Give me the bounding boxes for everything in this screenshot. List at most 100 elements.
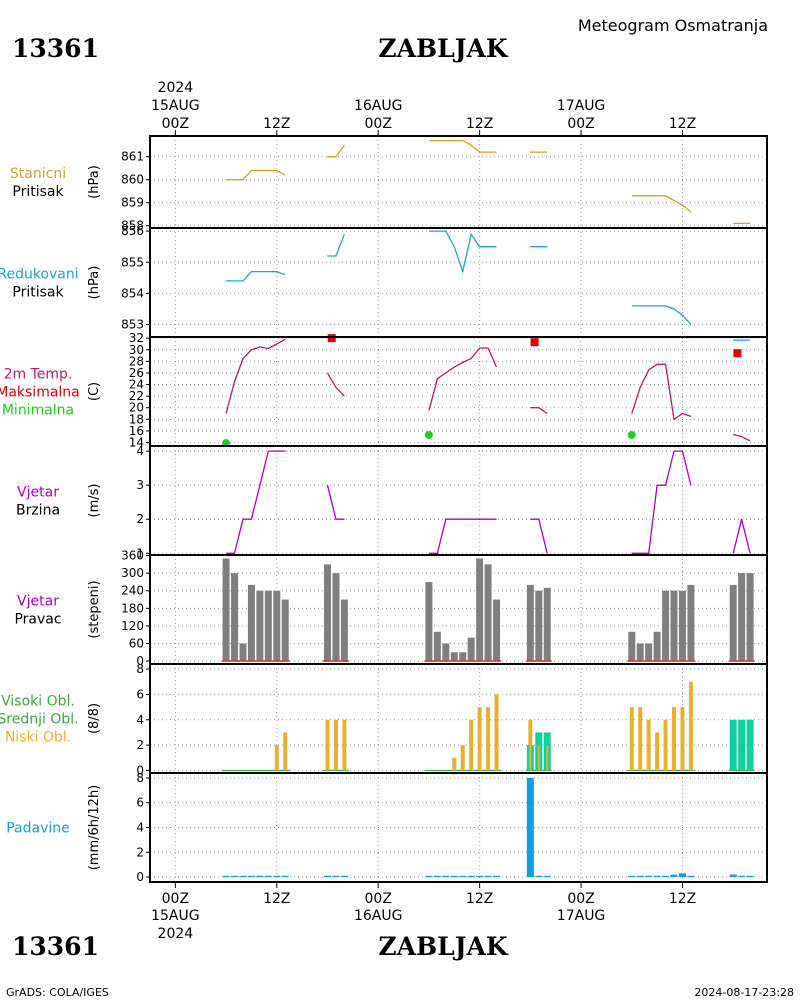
low-cloud-bar xyxy=(469,719,474,771)
precip-bar xyxy=(687,875,695,878)
low-cloud-bar xyxy=(486,707,491,771)
low-cloud-bar xyxy=(638,707,643,771)
series-line-2 xyxy=(428,139,497,153)
wind-direction-bar xyxy=(476,558,484,662)
series-line-0 xyxy=(226,450,286,554)
precip-bar xyxy=(231,875,239,878)
undefined: Pritisak xyxy=(12,285,64,301)
series-line-0 xyxy=(226,169,286,181)
hour-label-bottom: 00Z xyxy=(567,891,594,907)
y-tick-label: 26 xyxy=(129,366,144,380)
wind-direction-bar xyxy=(239,643,247,662)
wind-direction-bar xyxy=(746,573,754,662)
hour-label-bottom: 12Z xyxy=(263,891,290,907)
y-tick-label: 0 xyxy=(136,654,144,668)
y-tick-label: 30 xyxy=(129,343,144,357)
tmin-label: Minimalna xyxy=(2,403,74,419)
precip-bar xyxy=(493,875,501,878)
wind-direction-bar xyxy=(450,652,458,662)
hour-label-bottom: 12Z xyxy=(466,891,493,907)
wind-direction-bar xyxy=(442,643,450,662)
y-tick-label: 32 xyxy=(129,331,144,345)
y-tick-label: 853 xyxy=(121,318,144,332)
precip-label: Padavine xyxy=(6,821,70,837)
wind-direction-bar xyxy=(543,587,551,662)
y-tick-label: 240 xyxy=(121,584,144,598)
y-tick-label: 6 xyxy=(136,796,144,810)
wind-speed-label: Vjetar xyxy=(17,485,59,501)
product-title: Meteogram Osmatranja xyxy=(578,16,768,35)
low-cloud-bar xyxy=(546,745,549,771)
wind-direction-bar xyxy=(256,590,264,662)
station-name-top: ZABLJAK xyxy=(378,34,509,63)
series-line-1 xyxy=(326,485,345,520)
station-pressure-label: Stanicni xyxy=(10,166,66,182)
y-tick-label: 854 xyxy=(121,286,144,300)
precip-bar xyxy=(332,875,340,878)
y-axis-label: (mm/6h/12h) xyxy=(87,785,102,871)
series-line-2 xyxy=(428,347,498,411)
y-tick-label: 4 xyxy=(136,713,144,727)
y-tick-label: 16 xyxy=(129,424,144,438)
y-tick-label: 859 xyxy=(121,196,144,210)
series-line-4 xyxy=(631,305,692,325)
y-tick-label: 18 xyxy=(129,412,144,426)
precip-bar xyxy=(281,875,289,878)
reduced-pressure-label: Redukovani xyxy=(0,267,79,283)
low-cloud-bar xyxy=(342,719,347,771)
y-axis-label: (hPa) xyxy=(87,165,102,199)
y-tick-label: 4 xyxy=(136,444,144,458)
panel-frame xyxy=(149,227,768,338)
y-tick-label: 300 xyxy=(121,566,144,580)
y-axis-label: (stepeni) xyxy=(87,580,102,638)
precip-bar xyxy=(636,875,644,878)
y-tick-label: 0 xyxy=(136,870,144,884)
y-tick-label: 858 xyxy=(121,219,144,233)
panel-precipitation: 0 2 4 6 8 (mm/6h/12h) Padavine xyxy=(6,771,768,884)
undefined: Pravac xyxy=(14,612,61,628)
y-tick-label: 2 xyxy=(136,845,144,859)
hour-label-top: 12Z xyxy=(466,116,493,132)
precip-bar xyxy=(433,875,441,878)
mid-cloud-bar xyxy=(746,719,754,771)
panel-wind_direction: 0 60 120 180 240 300 360 (stepeni) Vjetar Pravac xyxy=(14,549,768,668)
day-label-bottom: 17AUG xyxy=(557,908,606,924)
high-cloud-label: Visoki Obl. xyxy=(1,694,75,710)
y-axis-label: (m/s) xyxy=(87,484,102,518)
mid-cloud-bar xyxy=(738,719,746,771)
y-tick-label: 855 xyxy=(121,255,144,269)
low-cloud-bar xyxy=(274,745,279,771)
precip-bar xyxy=(467,875,475,878)
precip-bar xyxy=(239,875,247,878)
wind-direction-bar xyxy=(459,652,467,662)
y-tick-label: 856 xyxy=(121,224,144,238)
low-cloud-bar xyxy=(672,707,677,771)
wind-direction-bar xyxy=(645,643,653,662)
wind-direction-bar xyxy=(653,631,661,662)
series-line-1 xyxy=(327,144,345,158)
day-label-top: 17AUG xyxy=(557,98,606,114)
footer-left: GrADS: COLA/IGES xyxy=(6,986,109,999)
precip-bar xyxy=(273,875,281,878)
precip-bar xyxy=(256,875,264,878)
y-tick-label: 60 xyxy=(129,636,144,650)
hour-label-top: 00Z xyxy=(162,116,189,132)
series-line-1 xyxy=(326,372,345,397)
precip-bar xyxy=(340,875,348,878)
undefined: Brzina xyxy=(16,503,60,519)
low-cloud-bar xyxy=(655,732,660,771)
tmin-marker xyxy=(424,430,433,439)
y-tick-label: 1 xyxy=(136,546,144,560)
wind-direction-bar xyxy=(332,573,340,662)
hour-label-bottom: 12Z xyxy=(669,891,696,907)
y-tick-label: 2 xyxy=(136,512,144,526)
series-line-4 xyxy=(631,195,692,213)
panel-clouds: 0 2 4 6 8 (8/8) Visoki Obl. Srednji Obl. Niski O… xyxy=(0,662,768,777)
day-label-bottom: 16AUG xyxy=(354,908,403,924)
series-line-5 xyxy=(732,519,751,554)
y-tick-label: 28 xyxy=(129,354,144,368)
tmax-marker xyxy=(530,338,539,347)
wind-direction-bar xyxy=(662,590,670,662)
low-cloud-bar xyxy=(688,681,693,771)
